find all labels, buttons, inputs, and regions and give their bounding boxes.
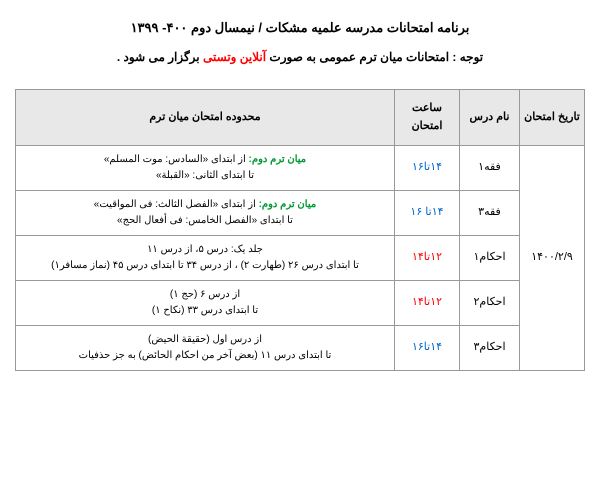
table-row: احکام۱۱۲تا۱۴ جلد یک: درس ۵، از درس ۱۱ تا ا… (16, 236, 585, 281)
table-row: فقه۳۱۴تا ۱۶میان ترم دوم: از ابتدای «الفص… (16, 191, 585, 236)
notice-highlight: آنلاین وتستی (203, 50, 266, 64)
scope-line2: تا ابتدای الثانی: «القبلة» (156, 170, 254, 181)
cell-course: فقه۳ (460, 191, 520, 236)
cell-time: ۱۴تا۱۶ (395, 146, 460, 191)
table-row: ۱۴۰۰/۲/۹فقه۱۱۴تا۱۶میان ترم دوم: از ابتدا… (16, 146, 585, 191)
cell-time: ۱۴تا ۱۶ (395, 191, 460, 236)
scope-line2: تا ابتدای درس ۱۱ (بعض آخر من احکام الحائ… (79, 350, 332, 361)
cell-course: احکام۲ (460, 281, 520, 326)
cell-scope: از درس ۶ (حج ۱) تا ابتدای درس ۳۳ (نکاح ۱) (16, 281, 395, 326)
notice-line: توجه : امتحانات میان ترم عمومی به صورت آ… (15, 50, 585, 64)
table-body: ۱۴۰۰/۲/۹فقه۱۱۴تا۱۶میان ترم دوم: از ابتدا… (16, 146, 585, 371)
scope-line2: تا ابتدای درس ۳۳ (نکاح ۱) (152, 305, 258, 316)
th-time: ساعت امتحان (395, 90, 460, 146)
scope-line1: از درس ۶ (حج ۱) (170, 289, 240, 300)
cell-course: احکام۱ (460, 236, 520, 281)
notice-suffix: برگزار می شود . (117, 50, 203, 64)
cell-date: ۱۴۰۰/۲/۹ (520, 146, 585, 371)
table-header-row: تاریخ امتحان نام درس ساعت امتحان محدوده … (16, 90, 585, 146)
cell-scope: میان ترم دوم: از ابتدای «السادس: موت الم… (16, 146, 395, 191)
scope-prefix: میان ترم دوم: (249, 154, 307, 165)
notice-prefix: توجه : امتحانات میان ترم عمومی به صورت (266, 50, 483, 64)
scope-line1: جلد یک: درس ۵، از درس ۱۱ (147, 244, 263, 255)
scope-line2: تا ابتدای درس ۲۶ (طهارت ۲) ، از درس ۳۴ ت… (51, 260, 359, 271)
cell-course: احکام۳ (460, 326, 520, 371)
cell-course: فقه۱ (460, 146, 520, 191)
scope-line1: از ابتدای «الفصل الثالث: فی المواقیت» (94, 199, 259, 210)
cell-time: ۱۲تا۱۴ (395, 236, 460, 281)
page-title: برنامه امتحانات مدرسه علمیه مشکات / نیمس… (15, 20, 585, 36)
cell-time: ۱۲تا۱۴ (395, 281, 460, 326)
cell-scope: میان ترم دوم: از ابتدای «الفصل الثالث: ف… (16, 191, 395, 236)
scope-prefix: میان ترم دوم: (259, 199, 317, 210)
th-course: نام درس (460, 90, 520, 146)
cell-scope: جلد یک: درس ۵، از درس ۱۱ تا ابتدای درس ۲۶… (16, 236, 395, 281)
cell-time: ۱۴تا۱۶ (395, 326, 460, 371)
scope-line2: تا ابتدای «الفصل الخامس: فی أفعال الحج» (117, 215, 293, 226)
scope-line1: از ابتدای «السادس: موت المسلم» (104, 154, 249, 165)
exam-table: تاریخ امتحان نام درس ساعت امتحان محدوده … (15, 89, 585, 371)
table-row: احکام۲۱۲تا۱۴ از درس ۶ (حج ۱) تا ابتدای درس… (16, 281, 585, 326)
th-date: تاریخ امتحان (520, 90, 585, 146)
scope-line1: از درس اول (حقیقة الحیض) (148, 334, 262, 345)
cell-scope: از درس اول (حقیقة الحیض) تا ابتدای درس ۱۱… (16, 326, 395, 371)
th-scope: محدوده امتحان میان ترم (16, 90, 395, 146)
table-row: احکام۳۱۴تا۱۶ از درس اول (حقیقة الحیض) تا ا… (16, 326, 585, 371)
